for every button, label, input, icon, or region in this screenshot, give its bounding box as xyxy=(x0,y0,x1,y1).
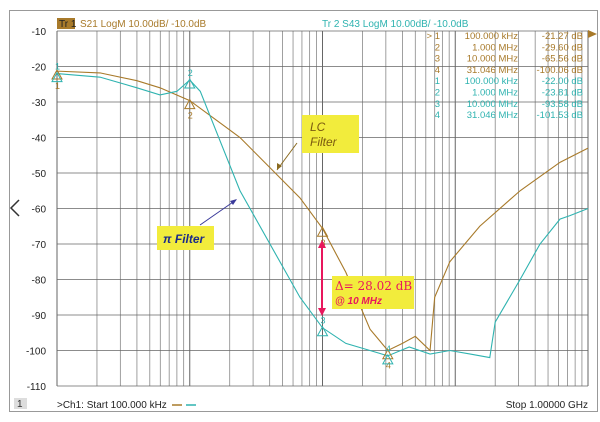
marker-table-freq: 1.000 MHz xyxy=(472,42,518,53)
delta-annotation-box xyxy=(332,276,414,309)
marker-number: 1 xyxy=(55,62,60,72)
marker-number: 4 xyxy=(386,361,391,371)
marker-triangle xyxy=(51,71,63,83)
marker-table: > 1 100.000 kHz -21.27 dB 2 1.000 MHz -29.60 … xyxy=(427,31,583,121)
marker-table-value: -22.00 dB xyxy=(542,76,583,87)
lc-arrowhead xyxy=(277,163,282,170)
trace-line-2 xyxy=(56,73,589,359)
marker-number: 2 xyxy=(188,111,193,121)
delta-arrowhead-top xyxy=(318,240,326,248)
y-tick-label: -70 xyxy=(32,240,47,251)
marker-table-num: 1 xyxy=(435,76,440,87)
tr1-badge[interactable]: Tr 1 xyxy=(59,19,77,30)
tr1-badge-bg xyxy=(57,18,75,29)
marker-table-freq: 100.000 kHz xyxy=(465,76,519,87)
lc-label-2: Filter xyxy=(310,135,338,149)
y-tick-label: -30 xyxy=(32,98,47,109)
marker-table-num: 2 xyxy=(435,42,440,53)
marker-table-num: 2 xyxy=(435,88,440,99)
tr1-label[interactable]: S21 LogM 10.00dB/ -10.0dB xyxy=(80,19,207,30)
y-tick-label: -110 xyxy=(27,382,47,393)
marker-table-freq: 31.046 MHz xyxy=(467,65,518,76)
marker-table-num: 3 xyxy=(435,54,440,65)
marker-table-value: -101.53 dB xyxy=(537,110,583,121)
marker-table-num: 3 xyxy=(435,99,440,110)
marker-table-freq: 1.000 MHz xyxy=(472,88,518,99)
marker-triangle xyxy=(381,348,394,360)
marker-number: 2 xyxy=(188,68,193,78)
marker-triangle xyxy=(183,77,196,89)
marker-triangle xyxy=(381,353,394,365)
marker-triangle xyxy=(316,226,329,237)
marker-table-freq: 10.000 MHz xyxy=(467,54,518,65)
marker-table-value: -93.58 dB xyxy=(542,99,583,110)
stop-label: Stop 1.00000 GHz xyxy=(506,400,588,411)
y-tick-label: -90 xyxy=(32,311,47,322)
y-tick-label: -10 xyxy=(32,27,47,38)
marker-table-num: 4 xyxy=(435,110,440,121)
marker-table-num: > 1 xyxy=(427,31,440,42)
marker-table-value: -21.27 dB xyxy=(542,31,583,42)
marker-table-num: 4 xyxy=(435,65,440,76)
marker-table-freq: 100.000 kHz xyxy=(465,31,519,42)
lc-annotation-box xyxy=(302,115,359,153)
y-tick-label: -80 xyxy=(32,276,47,287)
chevron-left-icon[interactable] xyxy=(9,199,20,217)
marker-triangle xyxy=(316,325,329,337)
tr2-label[interactable]: Tr 2 S43 LogM 10.00dB/ -10.0dB xyxy=(322,19,469,30)
marker-table-value: -100.06 dB xyxy=(537,65,583,76)
marker-table-value: -23.81 dB xyxy=(542,88,583,99)
marker-table-freq: 10.000 MHz xyxy=(467,99,518,110)
marker-table-value: -65.56 dB xyxy=(542,54,583,65)
pi-annotation-box xyxy=(157,226,214,250)
y-tick-label: -50 xyxy=(32,169,47,180)
marker-triangle xyxy=(183,98,196,110)
ref-level-marker-right xyxy=(588,30,597,38)
pi-arrowhead xyxy=(230,199,237,205)
delta-arrowhead-bottom xyxy=(318,308,326,316)
lc-label-1: LC xyxy=(310,120,326,134)
marker-number: 3 xyxy=(321,316,326,326)
channel-badge-bg xyxy=(14,398,27,409)
marker-table-value: -29.60 dB xyxy=(542,42,583,53)
y-tick-label: -20 xyxy=(32,63,47,74)
pi-arrow xyxy=(199,199,237,226)
marker-triangle xyxy=(51,68,63,80)
marker-table-freq: 31.046 MHz xyxy=(467,110,518,121)
delta-at-label: @ 10 MHz xyxy=(335,296,382,307)
marker-number: 1 xyxy=(55,81,60,91)
pi-label: π Filter xyxy=(163,232,206,246)
channel-badge[interactable]: 1 xyxy=(17,399,23,410)
delta-label: Δ= 28.02 dB xyxy=(335,279,412,293)
start-label: >Ch1: Start 100.000 kHz xyxy=(57,400,167,411)
analyzer-window xyxy=(9,10,598,412)
marker-number: 4 xyxy=(386,344,391,354)
y-tick-label: -40 xyxy=(32,134,47,145)
y-tick-label: -100 xyxy=(26,347,46,358)
y-tick-label: -60 xyxy=(32,205,47,216)
